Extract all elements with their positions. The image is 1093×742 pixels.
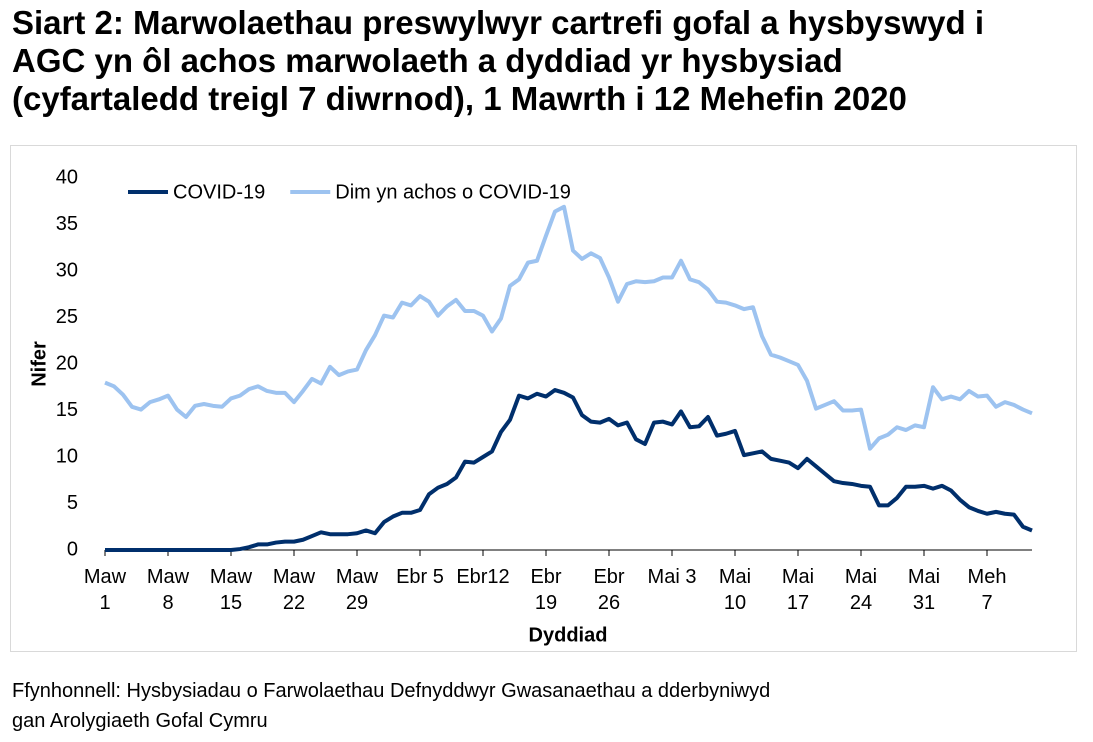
x-tick-label: Ebr 26 xyxy=(593,566,625,614)
x-tick-label: Maw 22 xyxy=(272,566,316,614)
x-tick-label: Maw 29 xyxy=(335,566,379,614)
y-tick-label: 0 xyxy=(67,538,78,560)
source-note: Ffynhonnell: Hysbysiadau o Farwolaethau … xyxy=(12,680,771,732)
x-axis-label: Dyddiad xyxy=(529,624,608,646)
y-axis-label: Nifer xyxy=(28,341,50,387)
legend-label: COVID-19 xyxy=(173,181,265,203)
y-tick-label: 35 xyxy=(56,213,78,235)
y-tick-label: 20 xyxy=(56,352,78,374)
y-tick-label: 10 xyxy=(56,445,78,467)
x-tick-label: Maw 8 xyxy=(146,566,190,614)
y-tick-label: 5 xyxy=(67,492,78,514)
x-tick-label: Mai 3 xyxy=(647,566,697,588)
y-tick-label: 40 xyxy=(56,166,78,188)
x-tick-label: Maw 1 xyxy=(83,566,127,614)
y-tick-label: 15 xyxy=(56,399,78,421)
series-line xyxy=(105,388,1033,552)
series-line xyxy=(104,204,1033,451)
y-tick-label: 25 xyxy=(56,306,78,328)
y-tick-label: 30 xyxy=(56,259,78,281)
chart-title: Siart 2: Marwolaethau preswylwyr cartref… xyxy=(12,4,985,117)
x-tick-label: Mai 31 xyxy=(907,566,941,614)
x-tick-label: Meh 7 xyxy=(967,566,1007,614)
chart-frame xyxy=(10,145,1077,652)
x-tick-label: Maw 15 xyxy=(209,566,253,614)
x-tick-label: Ebr 19 xyxy=(530,566,562,614)
x-tick-label: Ebr12 xyxy=(456,566,510,588)
x-tick-label: Mai 17 xyxy=(781,566,815,614)
x-tick-label: Mai 24 xyxy=(844,566,878,614)
x-tick-label: Mai 10 xyxy=(718,566,752,614)
x-tick-label: Ebr 5 xyxy=(396,566,444,588)
legend-label: Dim yn achos o COVID-19 xyxy=(335,181,571,203)
